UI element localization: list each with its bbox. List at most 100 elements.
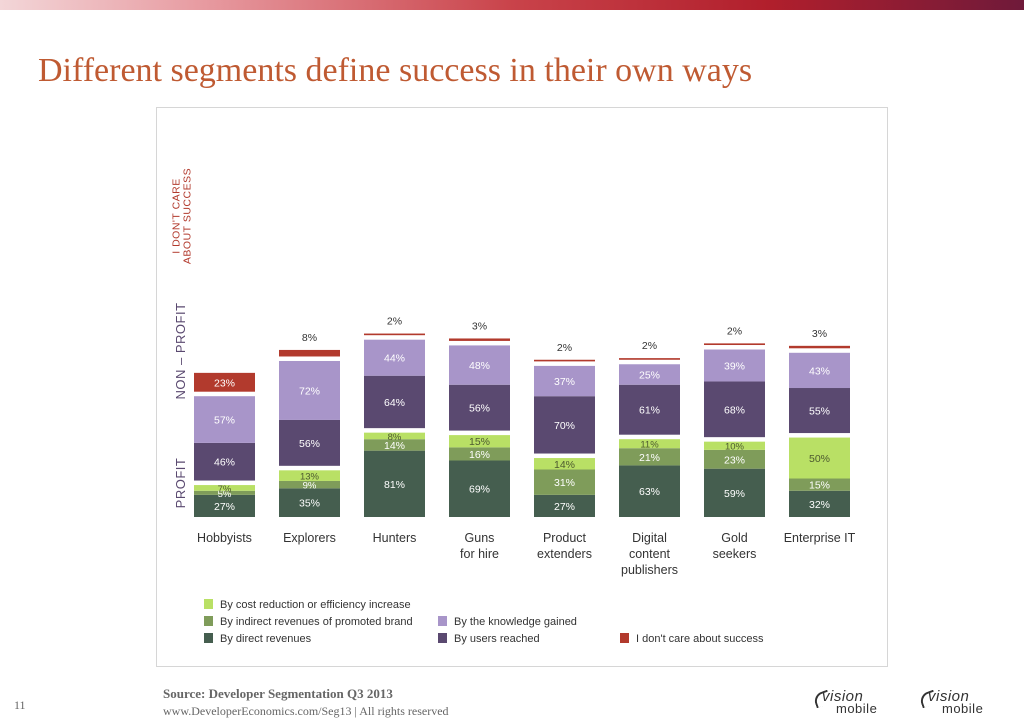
bar-knowledge — [364, 339, 425, 376]
legend-label: By users reached — [454, 633, 540, 645]
category-label: Guns — [465, 531, 495, 545]
data-label: 46% — [214, 457, 235, 469]
data-label: 5% — [218, 489, 232, 500]
bar-direct — [619, 465, 680, 517]
data-label: 68% — [724, 404, 745, 416]
category-label: Explorers — [283, 531, 336, 545]
bar-users — [364, 375, 425, 429]
data-label: 14% — [384, 440, 405, 452]
bar-cost — [534, 458, 595, 470]
bar-knowledge — [789, 352, 850, 389]
legend-label: By indirect revenues of promoted brand — [220, 616, 413, 628]
bar-cost — [364, 432, 425, 440]
data-label: 70% — [554, 420, 575, 432]
category-label: for hire — [460, 547, 499, 561]
data-label: 48% — [469, 360, 490, 372]
data-label: 35% — [299, 498, 320, 510]
category-label: content — [629, 547, 671, 561]
data-label: 15% — [809, 480, 830, 492]
bar-indirect — [194, 490, 255, 495]
data-label: 14% — [554, 459, 575, 471]
data-label: 57% — [214, 415, 235, 427]
data-label: 15% — [469, 436, 490, 448]
credits-line: www.DeveloperEconomics.com/Seg13 | All r… — [163, 704, 449, 718]
bar-knowledge — [194, 396, 255, 443]
bar-indirect — [449, 447, 510, 461]
bar-users — [619, 384, 680, 435]
vision-mobile-logo-2: vision mobile — [918, 688, 1000, 718]
legend-swatch-dont_care — [620, 633, 629, 643]
legend-label: By cost reduction or efficiency increase — [220, 599, 411, 611]
data-label: 2% — [642, 340, 657, 352]
data-label: 37% — [554, 376, 575, 388]
bar-dont-care — [279, 349, 340, 357]
category-label: Gold — [721, 531, 747, 545]
bar-users — [279, 419, 340, 466]
data-label: 11% — [640, 440, 659, 451]
category-label: Product — [543, 531, 587, 545]
data-label: 3% — [472, 320, 487, 332]
bar-cost — [194, 485, 255, 491]
category-label: Hunters — [373, 531, 417, 545]
bar-cost — [279, 470, 340, 481]
data-label: 23% — [724, 454, 745, 466]
data-label: 3% — [812, 328, 827, 340]
bar-knowledge — [279, 360, 340, 420]
category-label: publishers — [621, 563, 678, 577]
bar-users — [449, 384, 510, 431]
data-label: 31% — [554, 477, 575, 489]
bar-dont-care — [534, 359, 595, 362]
bar-indirect — [704, 449, 765, 469]
data-label: 72% — [299, 385, 320, 397]
slide-title: Different segments define success in the… — [38, 52, 753, 89]
bar-knowledge — [704, 349, 765, 382]
bar-direct — [449, 460, 510, 517]
group-axis-label: ABOUT SUCCESS — [182, 168, 194, 264]
group-axis-label: I DON'T CARE — [171, 178, 183, 254]
data-label: 7% — [218, 484, 232, 495]
data-label: 10% — [725, 442, 745, 453]
bar-knowledge — [449, 345, 510, 385]
data-label: 2% — [727, 325, 742, 337]
legend-swatch-direct — [204, 633, 213, 643]
bar-dont-care — [364, 333, 425, 336]
category-label: Hobbyists — [197, 531, 252, 545]
data-label: 69% — [469, 484, 490, 496]
bar-users — [789, 388, 850, 434]
data-label: 61% — [639, 405, 660, 417]
data-label: 59% — [724, 488, 745, 500]
data-label: 56% — [469, 403, 490, 415]
data-label: 44% — [384, 353, 405, 365]
bar-direct — [534, 494, 595, 517]
bar-dont-care — [194, 372, 255, 392]
bar-dont-care — [449, 338, 510, 341]
data-label: 27% — [214, 501, 235, 513]
group-axis-label: NON – PROFIT — [173, 302, 188, 399]
data-label: 23% — [214, 377, 235, 389]
bar-dont-care — [789, 345, 850, 349]
bar-indirect — [279, 480, 340, 489]
data-label: 43% — [809, 365, 830, 377]
data-label: 55% — [809, 406, 830, 418]
bar-users — [704, 381, 765, 438]
category-label: extenders — [537, 547, 592, 561]
category-label: Enterprise IT — [784, 531, 856, 545]
data-label: 2% — [387, 316, 402, 328]
bar-cost — [704, 441, 765, 450]
bar-cost — [449, 435, 510, 448]
data-label: 9% — [303, 481, 317, 492]
chart-frame: 27% 5% 7% 46% 57% 23% Hobbyists 35% 9% 13% 56% 72% 8… — [156, 107, 888, 667]
legend-label: I don't care about success — [636, 633, 764, 645]
bar-knowledge — [619, 364, 680, 385]
legend-swatch-knowledge — [438, 616, 447, 626]
data-label: 64% — [384, 397, 405, 409]
bar-users — [194, 442, 255, 481]
bar-direct — [789, 490, 850, 517]
category-label: Digital — [632, 531, 667, 545]
data-label: 32% — [809, 499, 830, 511]
data-label: 13% — [300, 472, 320, 483]
bar-cost — [619, 439, 680, 449]
segments-success-chart: 27%5%7% 46% 57% 23% Hobbyists 35% 9%13% 56% 72% 8… — [171, 168, 856, 645]
bar-cost — [789, 437, 850, 479]
data-label: 8% — [302, 332, 317, 344]
